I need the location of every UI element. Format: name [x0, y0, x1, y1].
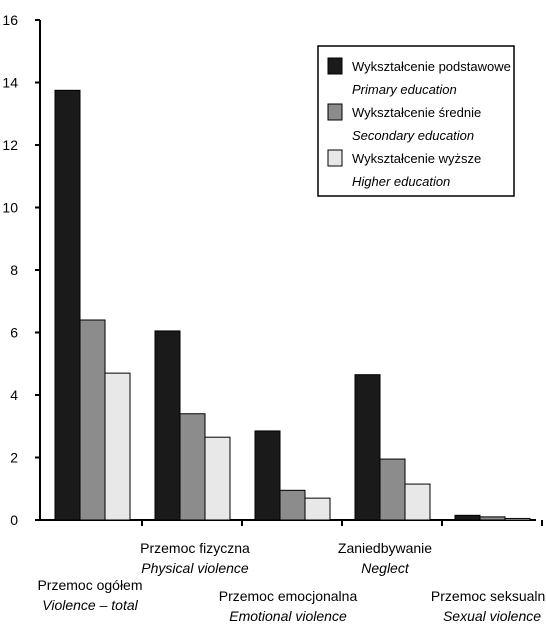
- legend-label-primary-education: Wykształcenie podstawowe: [352, 59, 511, 74]
- category-label-physical-violence: Przemoc fizyczna: [140, 540, 250, 556]
- category-label-en-emotional-violence: Emotional violence: [229, 608, 347, 624]
- legend-swatch-secondary-education: [327, 103, 343, 121]
- bars: [54, 89, 531, 521]
- y-tick-label: 0: [10, 512, 18, 528]
- category-labels: Przemoc ogółem Violence – total Przemoc fi…: [37, 540, 546, 624]
- bar-physical-violence-primary-education: [154, 330, 181, 521]
- category-label-en-neglect: Neglect: [361, 560, 410, 576]
- legend-swatch-primary-education: [327, 57, 343, 75]
- category-label-en-violence-total: Violence – total: [42, 597, 138, 613]
- y-tick-label: 16: [2, 12, 18, 28]
- y-tick-label: 8: [10, 262, 18, 278]
- bar-neglect-higher-education: [404, 483, 431, 521]
- bar-physical-violence-higher-education: [204, 436, 231, 521]
- legend-label-en-higher-education: Higher education: [352, 174, 450, 189]
- category-label-en-sexual-violence: Sexual violence: [443, 608, 541, 624]
- bar-violence-total-primary-education: [54, 89, 81, 521]
- legend-label-en-primary-education: Primary education: [352, 82, 457, 97]
- bar-physical-violence-secondary-education: [179, 413, 206, 521]
- bar-emotional-violence-higher-education: [304, 497, 331, 521]
- category-label-emotional-violence: Przemoc emocjonalna: [219, 588, 358, 604]
- bar-sexual-violence-secondary-education: [479, 516, 506, 521]
- legend-label-secondary-education: Wykształcenie średnie: [352, 105, 481, 120]
- y-tick-label: 4: [10, 387, 18, 403]
- category-label-en-physical-violence: Physical violence: [141, 560, 249, 576]
- bar-emotional-violence-primary-education: [254, 430, 281, 521]
- category-label-violence-total: Przemoc ogółem: [37, 577, 142, 593]
- category-label-neglect: Zaniedbywanie: [338, 540, 432, 556]
- y-tick-label: 14: [2, 75, 18, 91]
- bar-emotional-violence-secondary-education: [279, 489, 306, 521]
- legend-label-higher-education: Wykształcenie wyższe: [352, 151, 481, 166]
- bar-sexual-violence-primary-education: [454, 514, 481, 521]
- y-tick-label: 2: [10, 450, 18, 466]
- y-tick-label: 10: [2, 200, 18, 216]
- bar-neglect-primary-education: [354, 374, 381, 521]
- legend-swatch-higher-education: [327, 149, 343, 167]
- y-tick-label: 6: [10, 325, 18, 341]
- bar-violence-total-higher-education: [104, 372, 131, 521]
- bar-violence-total-secondary-education: [79, 319, 106, 521]
- y-tick-label: 12: [2, 137, 18, 153]
- legend: Wykształcenie podstawowe Primary educatio…: [317, 45, 515, 197]
- category-label-sexual-violence: Przemoc seksualna: [431, 588, 546, 604]
- bar-sexual-violence-higher-education: [504, 517, 531, 521]
- bar-neglect-secondary-education: [379, 458, 406, 521]
- legend-box: [317, 45, 515, 197]
- legend-label-en-secondary-education: Secondary education: [352, 128, 474, 143]
